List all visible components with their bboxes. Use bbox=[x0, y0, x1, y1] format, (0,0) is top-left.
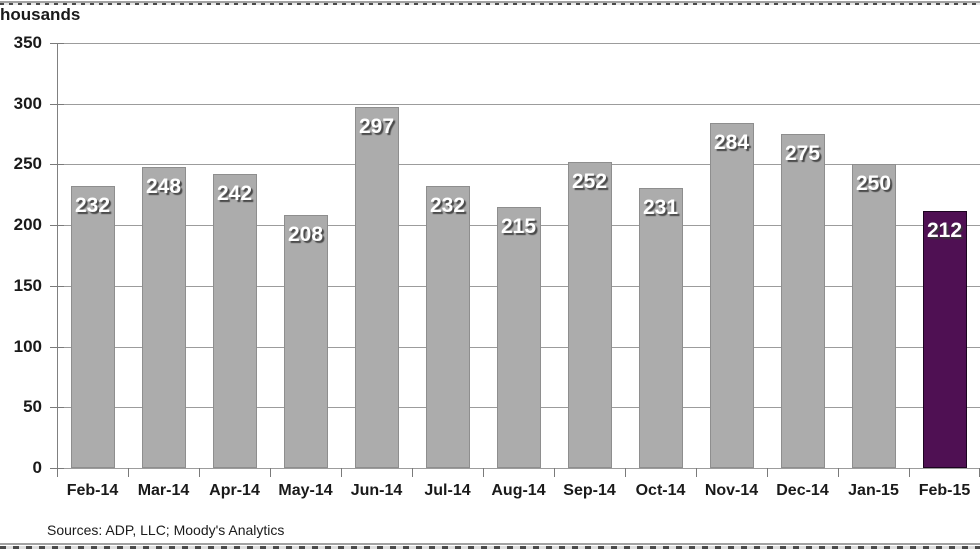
y-axis-label: 350 bbox=[13, 33, 42, 52]
bar: 250 bbox=[851, 164, 896, 468]
bar-value-label: 297 bbox=[358, 115, 395, 139]
bar-value-label: 208 bbox=[287, 223, 324, 247]
x-axis-label: Apr-14 bbox=[209, 482, 260, 499]
bar-value-label: 212 bbox=[926, 218, 963, 242]
bar: 297 bbox=[354, 107, 399, 468]
bar-value-label: 231 bbox=[642, 195, 679, 219]
bar-value-label: 284 bbox=[713, 131, 750, 155]
top-border-decoration bbox=[0, 0, 980, 5]
bar: 208 bbox=[283, 215, 328, 468]
x-axis-label: Aug-14 bbox=[491, 482, 546, 499]
x-axis-label: Feb-14 bbox=[66, 482, 119, 499]
x-axis-tick bbox=[767, 468, 768, 477]
bar: 232 bbox=[70, 186, 115, 468]
bar: 232 bbox=[425, 186, 470, 468]
x-axis-tick bbox=[838, 468, 839, 477]
y-axis-label: 100 bbox=[13, 336, 42, 356]
y-axis-label: 0 bbox=[32, 458, 42, 477]
y-axis-label: 50 bbox=[23, 397, 42, 417]
bar: 252 bbox=[567, 162, 612, 468]
bar: 215 bbox=[496, 206, 541, 468]
bar-highlighted: 212 bbox=[922, 210, 967, 468]
bar-value-label: 232 bbox=[429, 194, 466, 218]
x-axis-label: Jun-14 bbox=[350, 482, 403, 499]
bar: 248 bbox=[141, 166, 186, 468]
bottom-border-decoration bbox=[0, 543, 980, 552]
bar-value-label: 252 bbox=[571, 170, 608, 193]
gridline bbox=[57, 103, 980, 105]
bar-value-label: 242 bbox=[216, 182, 253, 206]
bar-value-label: 232 bbox=[74, 194, 111, 218]
y-axis-label: 250 bbox=[13, 154, 42, 174]
x-axis-label: Jul-14 bbox=[424, 482, 471, 499]
gridline bbox=[57, 43, 980, 44]
y-axis-line bbox=[57, 43, 58, 468]
x-axis-label: Dec-14 bbox=[776, 482, 829, 499]
x-axis-tick bbox=[128, 468, 129, 477]
x-axis-tick bbox=[412, 468, 413, 477]
x-axis-tick bbox=[625, 468, 626, 477]
y-axis-label: 300 bbox=[13, 93, 42, 113]
x-axis-tick bbox=[199, 468, 200, 477]
x-axis-tick bbox=[341, 468, 342, 477]
y-axis-label: 150 bbox=[13, 275, 42, 295]
x-axis-tick bbox=[483, 468, 484, 477]
x-axis-label: Mar-14 bbox=[137, 482, 190, 499]
gridline bbox=[57, 164, 980, 166]
axis-unit-label: housands bbox=[0, 5, 81, 24]
x-axis-tick bbox=[270, 468, 271, 477]
bar: 242 bbox=[212, 174, 257, 468]
bar: 231 bbox=[638, 187, 683, 468]
gridline bbox=[57, 468, 980, 469]
x-axis-tick bbox=[554, 468, 555, 477]
y-axis-label: 200 bbox=[13, 215, 42, 235]
x-axis-label: Nov-14 bbox=[704, 482, 759, 499]
x-axis-tick bbox=[696, 468, 697, 477]
bar: 275 bbox=[780, 134, 825, 468]
bar-value-label: 250 bbox=[855, 172, 892, 196]
x-axis-label: Sep-14 bbox=[563, 482, 616, 499]
bar-value-label: 215 bbox=[500, 214, 537, 238]
bar-value-label: 248 bbox=[145, 174, 182, 198]
x-axis-label: Feb-15 bbox=[918, 482, 971, 499]
x-axis-label: May-14 bbox=[278, 482, 333, 499]
x-axis-label: Oct-14 bbox=[635, 482, 686, 499]
bar: 284 bbox=[709, 123, 754, 468]
source-note: Sources: ADP, LLC; Moody's Analytics bbox=[47, 522, 285, 538]
x-axis-tick bbox=[909, 468, 910, 477]
x-axis-label: Jan-15 bbox=[848, 482, 899, 499]
bar-value-label: 275 bbox=[784, 142, 821, 166]
x-axis-tick bbox=[57, 468, 58, 477]
